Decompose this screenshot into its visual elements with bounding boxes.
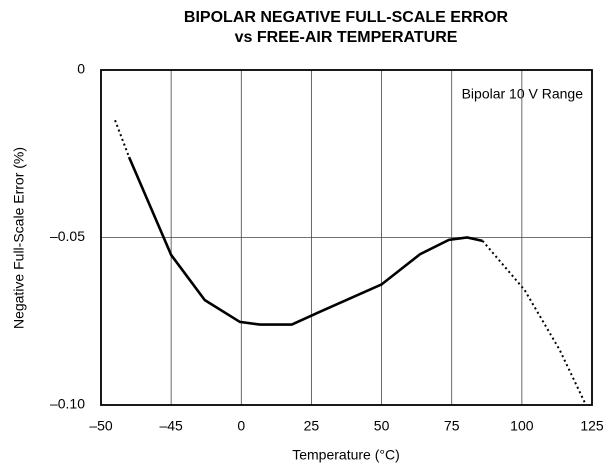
y-axis-label: Negative Full-Scale Error (%) [11, 147, 27, 329]
x-axis-label: Temperature (°C) [292, 447, 400, 463]
y-tick-label: 0 [77, 61, 85, 77]
y-tick-label: –0.10 [50, 396, 85, 412]
line [481, 240, 586, 404]
x-tick-label: –45 [159, 418, 183, 434]
x-tick-label: 75 [444, 418, 460, 434]
x-tick-label: 25 [304, 418, 320, 434]
x-tick-label: 100 [510, 418, 534, 434]
x-tick-label: –50 [89, 418, 113, 434]
chart-title: vs FREE-AIR TEMPERATURE [235, 29, 458, 46]
y-tick-label: –0.05 [50, 228, 85, 244]
line [127, 156, 483, 326]
x-tick-label: 50 [374, 418, 390, 434]
line [114, 119, 130, 158]
plot-frame [100, 69, 593, 406]
x-tick-label: 125 [580, 418, 604, 434]
x-tick-label: 0 [237, 418, 245, 434]
chart-title: BIPOLAR NEGATIVE FULL-SCALE ERROR [184, 9, 509, 26]
annotation: Bipolar 10 V Range [462, 86, 584, 102]
